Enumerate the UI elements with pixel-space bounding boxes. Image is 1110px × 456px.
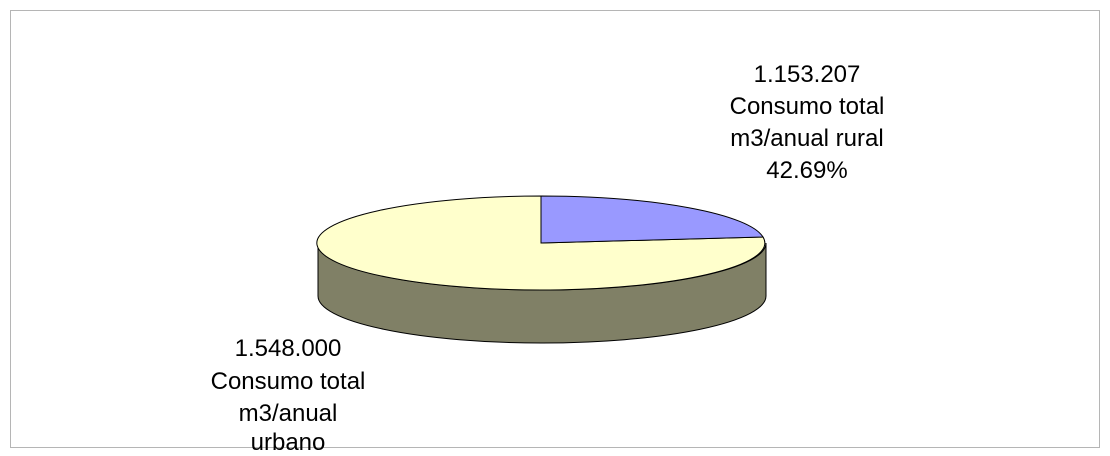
data-label-urbano: 1.548.000 Consumo total m3/anual urbano bbox=[211, 335, 366, 456]
pie-body bbox=[316, 195, 767, 344]
data-label-rural: 1.153.207 Consumo total m3/anual rural 4… bbox=[730, 61, 885, 184]
pie-slice-rural bbox=[540, 195, 764, 244]
urbano-name-line-3: urbano bbox=[251, 429, 326, 456]
rural-value-label: 1.153.207 bbox=[754, 61, 861, 88]
rural-name-line-1: Consumo total bbox=[730, 93, 885, 120]
urbano-value-label: 1.548.000 bbox=[235, 335, 342, 362]
urbano-name-line-1: Consumo total bbox=[211, 368, 366, 395]
rural-percent-label: 42.69% bbox=[766, 157, 847, 184]
urbano-name-line-2: m3/anual bbox=[239, 400, 338, 427]
rural-name-line-2: m3/anual rural bbox=[730, 125, 883, 152]
